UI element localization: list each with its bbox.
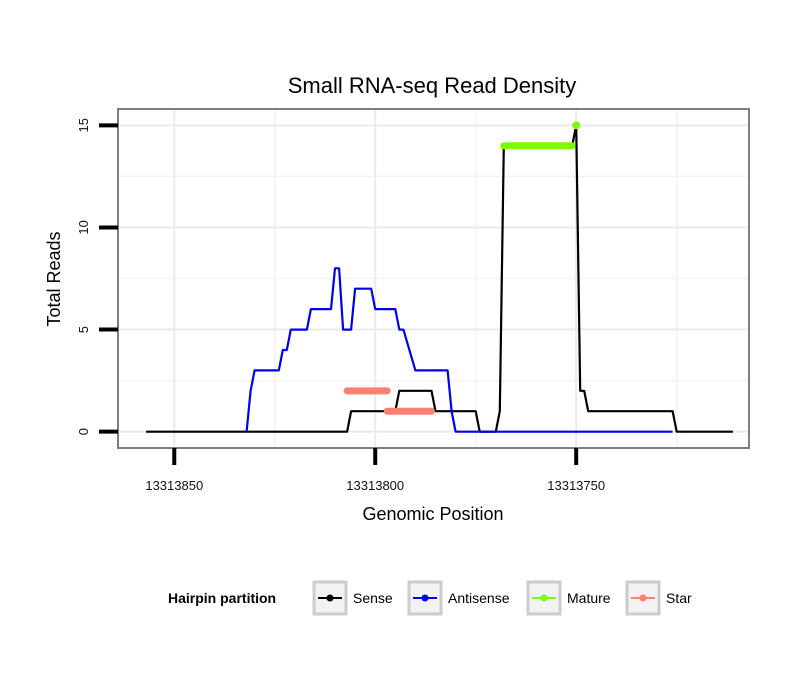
x-axis-title: Genomic Position bbox=[362, 504, 503, 524]
legend-label-star: Star bbox=[666, 590, 692, 606]
legend-label-mature: Mature bbox=[567, 590, 611, 606]
x-tick-label: 13313850 bbox=[145, 478, 203, 493]
legend-label-sense: Sense bbox=[353, 590, 393, 606]
legend-label-antisense: Antisense bbox=[448, 590, 510, 606]
y-axis: 0 5 10 15 bbox=[76, 118, 118, 435]
y-tick-label: 5 bbox=[76, 326, 91, 333]
antisense-line bbox=[245, 267, 673, 433]
legend-point-antisense bbox=[421, 594, 429, 602]
y-tick-label: 10 bbox=[76, 220, 91, 234]
legend: Hairpin partition Sense Antisense Mature St… bbox=[168, 580, 692, 616]
y-axis-title: Total Reads bbox=[44, 231, 64, 326]
y-tick-label: 0 bbox=[76, 428, 91, 435]
x-tick-label: 13313750 bbox=[547, 478, 605, 493]
legend-point-sense bbox=[326, 594, 334, 602]
mature-point bbox=[572, 121, 581, 130]
legend-point-star bbox=[639, 594, 647, 602]
plot-border bbox=[117, 108, 750, 449]
legend-point-mature bbox=[540, 594, 548, 602]
series-layer bbox=[146, 121, 733, 433]
legend-title: Hairpin partition bbox=[168, 590, 276, 606]
x-axis: 13313850 13313800 13313750 bbox=[145, 448, 605, 493]
x-tick-label: 13313800 bbox=[346, 478, 404, 493]
y-tick-label: 15 bbox=[76, 118, 91, 132]
chart-title: Small RNA-seq Read Density bbox=[288, 73, 577, 98]
